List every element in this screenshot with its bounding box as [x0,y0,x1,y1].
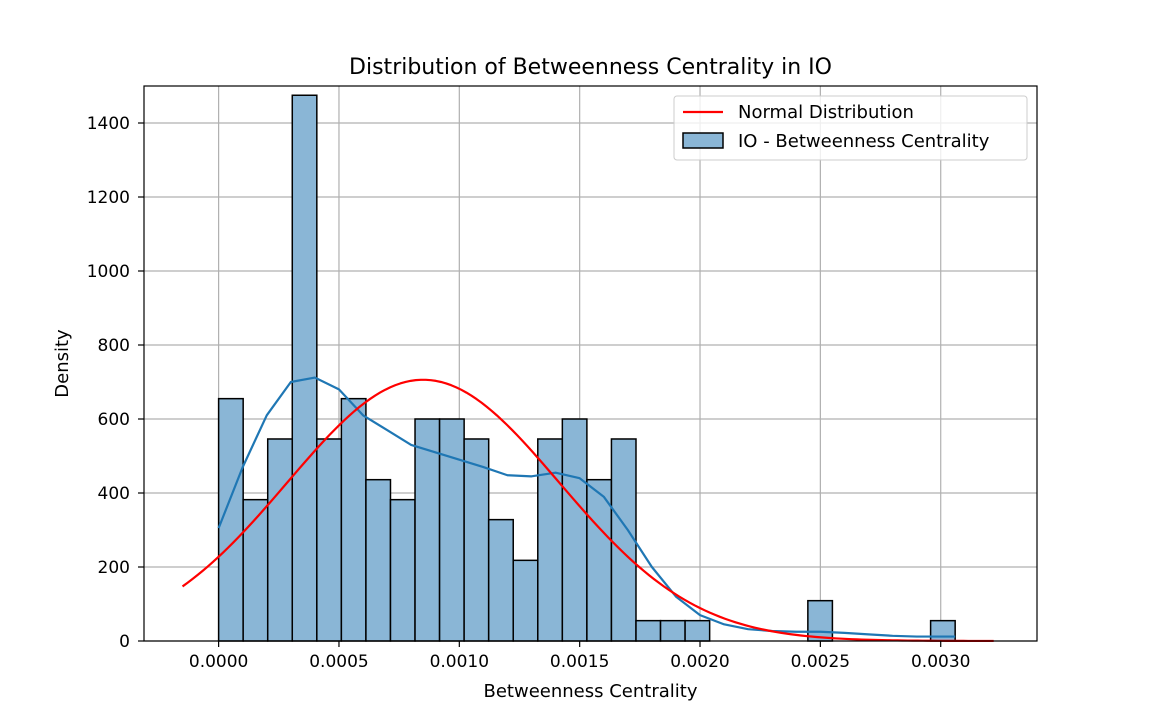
histogram-bar [561,418,588,642]
x-tick-label: 0.0020 [670,652,729,672]
kde-curve [217,376,956,638]
y-tick-label: 1400 [87,114,130,134]
histogram-bar [316,438,343,642]
legend-box [673,95,1028,161]
histogram-bar [487,518,514,642]
y-tick-label: 1000 [87,262,130,282]
y-axis-label: Density [52,329,73,398]
x-axis-label: Betweenness Centrality [484,681,698,702]
histogram-bar [512,559,539,642]
y-tick-label: 400 [98,484,130,504]
histogram-bar [610,438,637,642]
histogram-bar [807,599,834,642]
x-tick-label: 0.0015 [550,652,609,672]
histogram-bar [537,438,564,642]
curve-layer [181,376,994,643]
legend-normal-label: Normal Distribution [738,102,914,123]
legend: Normal Distribution IO - Betweenness Cen… [673,95,1028,161]
x-tick-label: 0.0030 [911,652,970,672]
y-tick-label: 600 [98,410,130,430]
x-tick-label: 0.0010 [430,652,489,672]
histogram-bar [659,619,686,642]
x-axis-ticks: 0.0000 0.0005 0.0010 0.0015 0.0020 0.0025 0.00… [189,641,970,672]
legend-histogram-label: IO - Betweenness Centrality [738,131,990,152]
y-tick-label: 800 [98,336,130,356]
histogram-bar [291,94,318,642]
histogram-bar [684,619,711,642]
histogram-bar [929,619,956,642]
histogram-bar [242,498,269,642]
y-axis-ticks: 0 200 400 600 800 1000 1200 1400 [87,114,144,652]
histogram-bar [365,478,392,642]
plot-frame [143,85,1038,642]
histogram-bar [340,397,367,642]
x-tick-label: 0.0025 [791,652,850,672]
histogram-bar [389,498,416,642]
legend-histogram-swatch [682,132,724,149]
normal-distribution-curve [181,378,994,643]
histogram-bars [217,94,956,642]
histogram-bar [586,478,613,642]
x-tick-label: 0.0005 [309,652,368,672]
y-tick-label: 200 [98,558,130,578]
x-tick-label: 0.0000 [189,652,248,672]
histogram-bar [438,418,465,642]
histogram-bar [266,438,294,642]
histogram-bar [463,438,490,642]
y-tick-label: 1200 [87,188,130,208]
y-tick-label: 0 [119,632,130,652]
histogram-bar [635,619,662,642]
chart-title: Distribution of Betweenness Centrality i… [349,55,832,80]
